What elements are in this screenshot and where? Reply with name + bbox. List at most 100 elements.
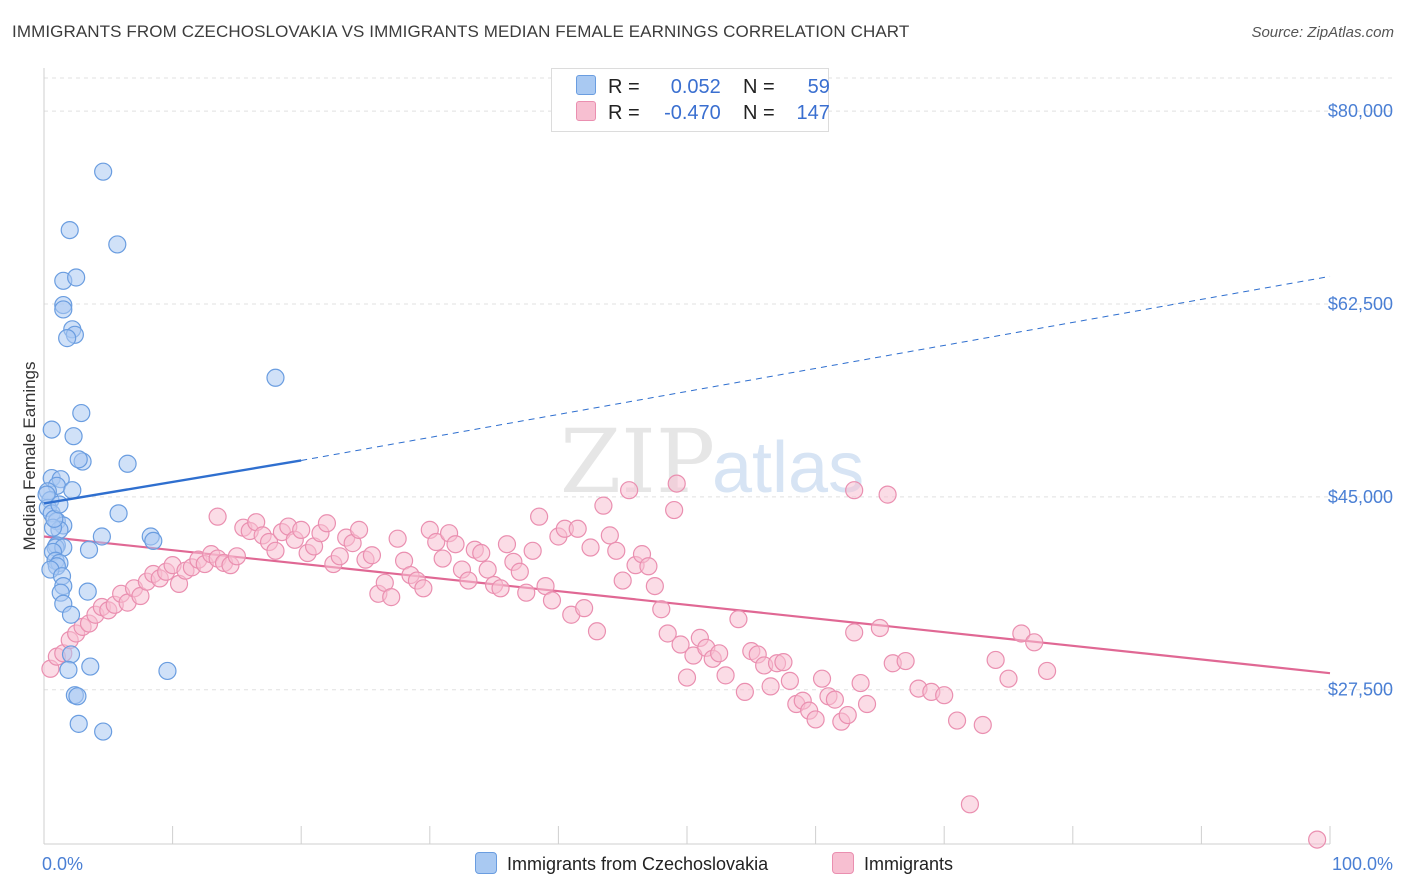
trend-line-czechoslovakia [43,459,302,505]
legend-item-immigrants[interactable]: Immigrants [832,852,953,875]
legend-swatch-blue [576,75,596,95]
data-point-immigrants [1012,624,1031,643]
data-point-czechoslovakia [50,495,69,514]
data-point-immigrants [587,622,607,641]
series-immigrants-points [41,474,1327,849]
legend-item-czechoslovakia[interactable]: Immigrants from Czechoslovakia [475,852,768,875]
x-tick-labels: 0.0% 100.0% [42,854,1393,874]
data-point-immigrants [986,650,1005,670]
legend-n-label: N = [743,102,775,124]
data-point-immigrants [671,635,690,654]
data-point-czechoslovakia [59,660,78,679]
data-point-immigrants [639,557,658,576]
data-point-czechoslovakia [67,268,86,287]
y-tick-label: $80,000 [1328,101,1393,121]
data-point-immigrants [581,538,600,557]
data-point-czechoslovakia [68,687,87,706]
data-point-immigrants [658,624,677,643]
data-point-czechoslovakia [72,403,91,423]
data-point-immigrants [414,579,433,598]
data-point-czechoslovakia [42,420,61,439]
legend-swatch-pink [576,101,596,121]
y-tick-labels: $80,000 $62,500 $45,000 $27,500 [1328,101,1393,700]
data-point-immigrants [878,485,897,504]
data-point-czechoslovakia [94,162,113,181]
y-tick-label: $27,500 [1328,680,1393,700]
data-point-immigrants [716,666,735,685]
data-point-immigrants [774,653,793,672]
data-point-immigrants [227,547,246,566]
data-point-immigrants [542,591,562,610]
legend-item-label: Immigrants from Czechoslovakia [507,854,769,874]
data-point-immigrants [517,583,536,602]
data-point-czechoslovakia [69,450,88,469]
y-tick-label: $45,000 [1328,487,1393,507]
data-point-immigrants [677,668,697,687]
data-point-immigrants [947,711,967,730]
trend-line-czechoslovakia-extension [301,275,1331,461]
data-point-immigrants [973,715,992,735]
data-point-immigrants [266,541,285,560]
data-point-immigrants [510,562,529,581]
data-point-immigrants [735,682,754,702]
data-point-immigrants [575,599,594,618]
data-point-immigrants [568,519,587,538]
legend-n-value: 147 [796,102,830,124]
data-point-immigrants [530,507,549,526]
legend-r-label: R = [608,102,640,124]
data-point-immigrants [761,677,780,696]
series-czechoslovakia-points [37,162,302,741]
data-point-immigrants [491,579,510,598]
axes [43,68,1331,845]
data-point-immigrants [388,529,407,548]
data-point-immigrants [433,549,452,568]
data-point-immigrants [620,481,639,500]
y-axis-title: Median Female Earnings [20,362,39,551]
data-point-immigrants [1308,830,1327,849]
legend-r-value: -0.470 [664,102,721,124]
data-point-immigrants [349,520,369,539]
data-point-czechoslovakia [54,300,73,319]
data-point-immigrants [497,535,517,554]
legend-row-czechoslovakia: R = 0.052 N = 59 [576,75,830,99]
series-legend: Immigrants from Czechoslovakia Immigrant… [0,852,1406,878]
data-point-czechoslovakia [158,661,177,681]
data-point-immigrants [607,541,626,560]
legend-n-value: 59 [807,76,830,98]
data-point-immigrants [1025,633,1044,652]
data-point-immigrants [806,710,825,729]
data-point-czechoslovakia [61,605,81,624]
correlation-legend: R = 0.052 N = 59 R = -0.470 N = 147 [551,68,830,132]
data-point-czechoslovakia [58,329,77,348]
chart-title: IMMIGRANTS FROM CZECHOSLOVAKIA VS IMMIGR… [12,22,910,41]
data-point-czechoslovakia [118,454,137,473]
data-point-immigrants [427,532,446,552]
watermark-atlas: atlas [712,428,864,508]
x-tick-label: 100.0% [1332,854,1393,874]
data-point-czechoslovakia [266,368,285,387]
data-point-czechoslovakia [144,531,163,551]
data-point-immigrants [208,507,227,526]
data-point-immigrants [851,673,870,693]
watermark: ZIP atlas [560,410,864,513]
data-point-immigrants [896,651,915,671]
legend-swatch-blue [475,852,497,874]
data-point-immigrants [729,610,748,629]
legend-item-label: Immigrants [864,854,954,874]
data-point-immigrants [613,571,632,590]
trend-lines [43,275,1331,675]
data-point-immigrants [960,795,980,814]
data-point-immigrants [825,690,844,709]
data-point-czechoslovakia [64,427,83,446]
data-point-immigrants [600,526,619,545]
data-point-immigrants [645,576,664,596]
data-point-czechoslovakia [60,220,79,240]
data-point-immigrants [459,571,478,590]
data-point-immigrants [845,623,864,642]
data-point-czechoslovakia [109,504,128,523]
data-point-immigrants [838,705,857,725]
data-point-immigrants [292,520,311,539]
legend-row-immigrants: R = -0.470 N = 147 [576,101,830,125]
data-point-immigrants [652,600,671,619]
